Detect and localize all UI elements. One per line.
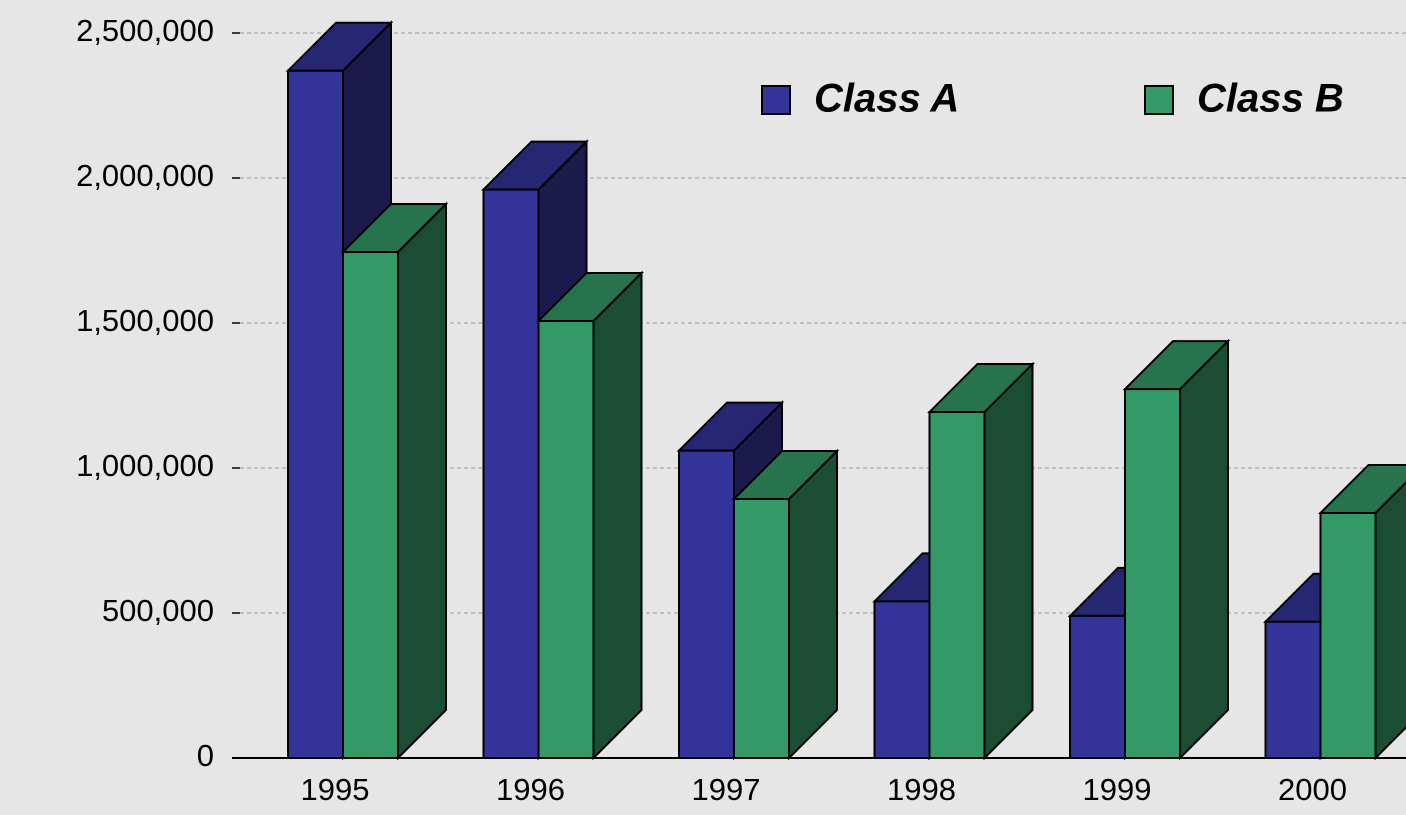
y-tick-label: 2,500,000 bbox=[76, 13, 214, 48]
bar-front bbox=[482, 188, 540, 759]
legend-label: Class B bbox=[1197, 77, 1344, 121]
bar-front bbox=[678, 449, 735, 759]
bar bbox=[1318, 463, 1406, 761]
bar-side bbox=[983, 361, 1034, 761]
bar-front bbox=[537, 319, 595, 759]
x-tick-label: 1997 bbox=[692, 772, 761, 807]
bar-front bbox=[733, 498, 790, 759]
x-tick-label: 2000 bbox=[1278, 772, 1347, 807]
bar bbox=[1122, 338, 1231, 761]
y-tick-label: 500,000 bbox=[102, 593, 214, 628]
bar-front bbox=[342, 250, 399, 759]
bar-front bbox=[1264, 620, 1322, 759]
x-tick-label: 1996 bbox=[496, 772, 565, 807]
bar-front bbox=[1124, 388, 1181, 759]
bar bbox=[927, 361, 1035, 761]
bar-side bbox=[397, 201, 447, 761]
y-tick-label: 1,500,000 bbox=[76, 303, 214, 338]
bar-side bbox=[788, 448, 838, 761]
bar bbox=[340, 201, 449, 761]
y-tick-label: 2,000,000 bbox=[76, 158, 214, 193]
bar-side bbox=[1179, 338, 1229, 761]
x-tick-label: 1995 bbox=[301, 772, 370, 807]
bar bbox=[536, 270, 644, 761]
bar-front bbox=[287, 69, 344, 759]
x-tick-label: 1999 bbox=[1083, 772, 1152, 807]
bar-side bbox=[592, 270, 643, 761]
x-tick-label: 1998 bbox=[887, 772, 956, 807]
legend-swatch bbox=[1144, 85, 1174, 115]
legend-label: Class A bbox=[814, 77, 959, 121]
y-tick-label: 1,000,000 bbox=[76, 448, 214, 483]
bar-front bbox=[1069, 614, 1126, 759]
legend-swatch bbox=[761, 85, 791, 115]
bar-front bbox=[928, 411, 986, 759]
y-tick-label: 0 bbox=[197, 738, 214, 773]
bar-front bbox=[873, 600, 931, 759]
bar bbox=[731, 448, 840, 761]
bar-front bbox=[1319, 511, 1377, 759]
